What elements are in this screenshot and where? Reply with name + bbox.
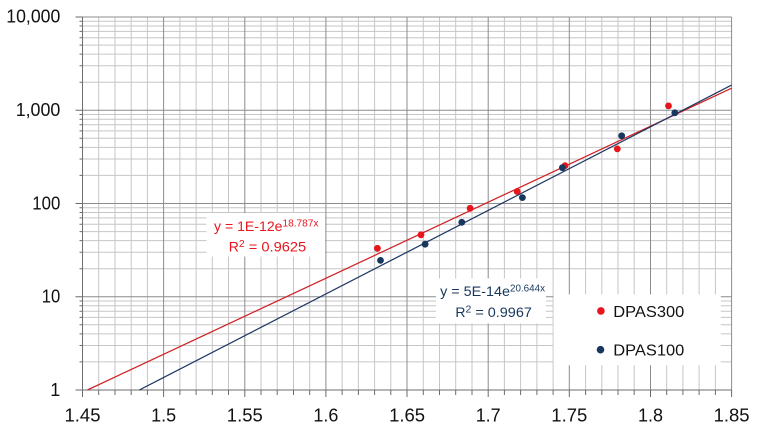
svg-text:1.45: 1.45 [65, 406, 101, 426]
svg-text:1.5: 1.5 [151, 406, 176, 426]
svg-text:1.6: 1.6 [313, 406, 338, 426]
svg-text:DPAS300: DPAS300 [613, 304, 684, 321]
svg-text:1: 1 [50, 380, 60, 400]
svg-text:1.85: 1.85 [714, 406, 750, 426]
svg-text:1,000: 1,000 [16, 100, 61, 120]
svg-text:10: 10 [42, 287, 61, 307]
svg-text:10,000: 10,000 [6, 6, 60, 26]
svg-text:1.8: 1.8 [638, 406, 663, 426]
svg-text:1.65: 1.65 [389, 406, 425, 426]
svg-text:1.7: 1.7 [476, 406, 501, 426]
svg-text:y = 5E-14e20.644x: y = 5E-14e20.644x [440, 282, 546, 299]
svg-text:R2 = 0.9967: R2 = 0.9967 [455, 304, 532, 321]
svg-text:R2 = 0.9625: R2 = 0.9625 [229, 238, 307, 255]
svg-text:DPAS100: DPAS100 [613, 343, 684, 360]
svg-text:100: 100 [32, 194, 60, 214]
svg-text:y = 1E-12e18.787x: y = 1E-12e18.787x [214, 217, 319, 234]
svg-text:1.55: 1.55 [227, 406, 263, 426]
svg-text:1.75: 1.75 [551, 406, 587, 426]
